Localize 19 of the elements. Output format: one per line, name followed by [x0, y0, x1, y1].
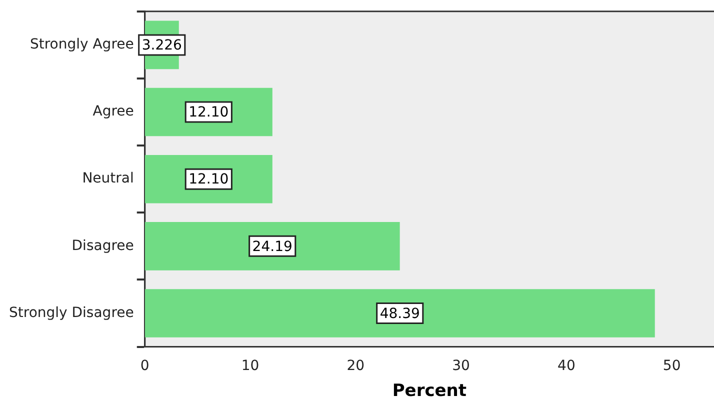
- x-tick-label: 10: [241, 358, 260, 374]
- data-label: 12.10: [188, 104, 229, 121]
- x-tick-label: 30: [452, 358, 470, 374]
- y-tick-label: Strongly Disagree: [8, 304, 134, 321]
- x-tick-label: 50: [662, 358, 681, 374]
- x-axis-title: Percent: [392, 381, 467, 402]
- x-tick-label: 20: [346, 358, 365, 374]
- x-tick-label: 40: [558, 358, 576, 374]
- y-tick-label: Neutral: [82, 170, 134, 187]
- y-tick-label: Disagree: [72, 238, 134, 254]
- data-label: 12.10: [188, 172, 229, 188]
- data-label: 24.19: [252, 238, 292, 255]
- y-tick-label: Agree: [92, 104, 134, 120]
- data-label: 48.39: [380, 306, 420, 322]
- bar: [144, 289, 655, 338]
- data-label: 3.226: [142, 38, 182, 54]
- y-tick-label: Strongly Agree: [30, 36, 134, 53]
- bar: [144, 222, 400, 270]
- x-tick-label: 0: [140, 358, 150, 374]
